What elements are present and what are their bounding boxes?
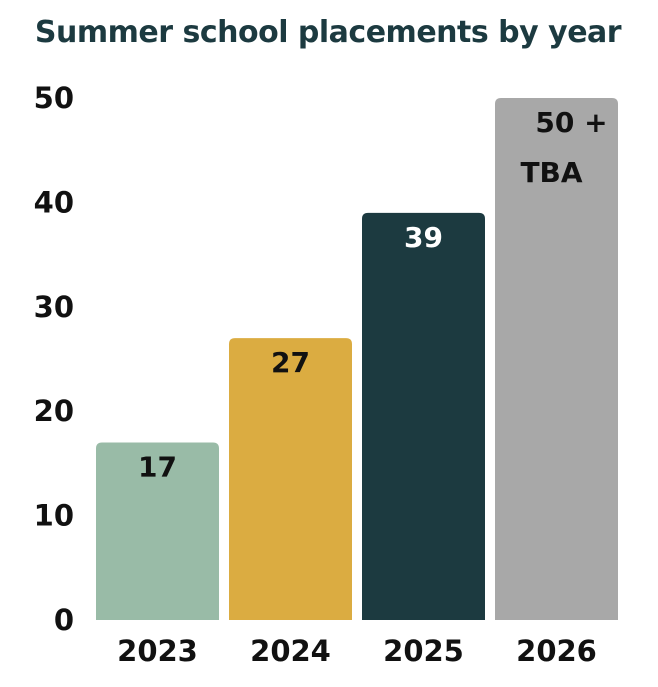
x-axis-ticks: 2023 2024 2025 2026 (117, 634, 597, 668)
bars (96, 98, 618, 620)
bar-2026 (495, 98, 618, 620)
y-tick-label: 40 (34, 185, 74, 219)
bar-value-label: TBA (520, 156, 582, 189)
bar-2023 (96, 442, 219, 620)
bar-value-label: 50 + (535, 106, 607, 139)
x-tick-label: 2025 (383, 634, 464, 668)
bar-value-label: 39 (404, 221, 443, 254)
y-axis-ticks: 0 10 20 30 40 50 (34, 81, 74, 637)
y-tick-label: 30 (34, 290, 74, 324)
x-tick-label: 2026 (516, 634, 597, 668)
y-tick-label: 20 (34, 394, 74, 428)
x-tick-label: 2023 (117, 634, 198, 668)
bar-2025 (362, 212, 485, 620)
bar-2024 (229, 338, 352, 620)
y-tick-label: 10 (34, 499, 74, 533)
chart-title: Summer school placements by year (35, 15, 622, 50)
bar-value-label: 27 (271, 346, 310, 379)
bar-value-label: 17 (138, 451, 177, 484)
x-tick-label: 2024 (250, 634, 331, 668)
y-tick-label: 0 (54, 603, 74, 637)
bar-value-labels: 17 27 39 50 + TBA (138, 106, 608, 484)
y-tick-label: 50 (34, 81, 74, 115)
